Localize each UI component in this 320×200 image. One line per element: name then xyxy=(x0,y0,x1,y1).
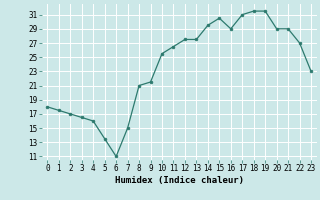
X-axis label: Humidex (Indice chaleur): Humidex (Indice chaleur) xyxy=(115,176,244,185)
